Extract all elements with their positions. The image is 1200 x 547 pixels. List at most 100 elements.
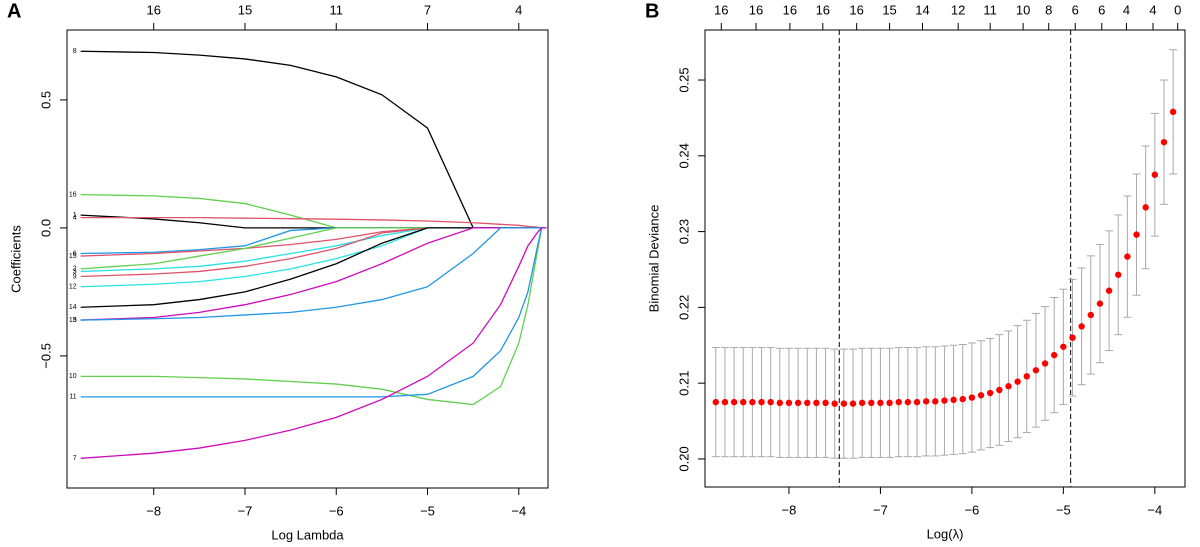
deviance-point [868,399,875,407]
x-tick-label: −4 [1147,502,1162,517]
deviance-point [877,399,884,407]
deviance-point [932,398,939,405]
x-tick-label: −6 [329,503,344,518]
deviance-point [895,398,902,406]
deviance-point [1096,300,1104,307]
deviance-point [1105,287,1113,294]
deviance-point [1023,373,1030,380]
coefficient-path [80,217,547,229]
top-tick-label: 16 [849,2,863,17]
deviance-point [1041,360,1049,367]
deviance-point [959,395,966,403]
deviance-point [785,399,793,407]
deviance-point [740,398,747,406]
path-label: 10 [69,373,77,380]
deviance-point [986,389,994,397]
deviance-point [758,398,765,406]
plot-frame [66,29,549,489]
top-tick-label: 16 [783,2,797,17]
path-label: 8 [73,48,77,55]
x-tick-label: −5 [420,503,435,518]
top-tick-label: 16 [816,2,830,17]
coefficient-path [80,227,547,398]
top-tick-label: 16 [714,2,728,17]
path-label: 2 [73,266,77,273]
top-tick-label: 15 [238,2,252,17]
path-label: 3 [73,268,77,275]
deviance-point [886,399,893,407]
deviance-point [776,399,784,407]
top-tick-label: 4 [515,2,522,17]
deviance-point [794,399,802,407]
top-tick-label: 16 [749,2,763,17]
deviance-point [904,398,912,406]
deviance-point [1032,367,1040,374]
coefficient-path [80,227,547,270]
deviance-point [996,386,1003,394]
top-tick-label: 11 [330,2,344,17]
deviance-point [813,399,820,407]
y-tick-label: 0.0 [38,219,53,237]
top-tick-label: 12 [951,2,965,17]
path-label: 12 [69,284,77,291]
coefficient-path [80,227,547,308]
y-tick-label: 0.22 [676,295,691,320]
x-tick-label: −7 [238,503,253,518]
x-axis-label: Log(λ) [927,526,964,541]
deviance-point [1060,343,1067,350]
x-tick-label: −8 [782,502,797,517]
deviance-point [712,398,719,406]
deviance-point [1169,108,1177,116]
y-tick-label: 0.21 [676,371,691,396]
deviance-point [950,396,957,404]
coefficient-path [80,227,547,406]
top-tick-label: 10 [1016,2,1030,17]
deviance-point [1051,351,1058,359]
deviance-point [1115,271,1122,278]
top-tick-label: 11 [983,2,997,17]
panel-label: B [645,0,659,22]
deviance-point [822,399,829,407]
coefficient-path [80,227,547,459]
coefficient-path [80,50,547,229]
y-tick-label: 0.24 [676,143,691,168]
top-tick-label: 14 [915,2,929,17]
x-tick-label: −6 [964,502,979,517]
deviance-point [968,394,976,401]
y-tick-label: 0.20 [676,446,691,471]
deviance-point [749,398,756,406]
top-tick-label: 7 [424,2,431,17]
plot-frame [704,29,1186,488]
deviance-point [840,400,848,407]
deviance-point [977,392,985,399]
path-label: 14 [69,304,77,311]
path-label: 9 [73,273,77,280]
path-label: 16 [69,191,77,198]
deviance-point [922,398,930,405]
y-tick-label: 0.23 [676,219,691,244]
x-tick-label: −8 [146,503,161,518]
deviance-point [1133,231,1140,238]
path-label: 13 [69,317,77,324]
y-tick-label: 0.5 [38,91,53,109]
top-tick-label: 8 [1045,2,1052,17]
top-tick-label: 0 [1174,2,1181,17]
top-tick-label: 6 [1098,2,1105,17]
x-tick-label: −7 [873,502,888,517]
deviance-point [1069,334,1076,341]
deviance-point [1160,138,1168,146]
y-tick-label: 0.25 [676,67,691,92]
path-label: 15 [69,253,77,260]
deviance-point [1142,204,1149,211]
panel-label: A [7,0,21,22]
deviance-point [1005,383,1012,390]
x-tick-label: −4 [511,503,526,518]
deviance-point [941,397,948,404]
path-label: 4 [73,214,77,221]
deviance-point [849,400,857,407]
deviance-point [767,398,774,406]
deviance-point [858,399,866,407]
top-tick-label: 6 [1072,2,1079,17]
y-tick-label: −0.5 [38,343,53,369]
